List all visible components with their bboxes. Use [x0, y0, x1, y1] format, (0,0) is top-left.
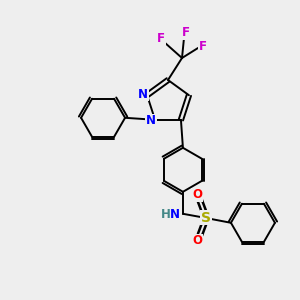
Text: F: F — [157, 32, 165, 44]
Text: O: O — [192, 234, 202, 247]
Text: F: F — [182, 26, 190, 40]
Text: N: N — [146, 114, 156, 127]
Text: N: N — [170, 208, 180, 221]
Text: F: F — [199, 40, 207, 53]
Text: S: S — [201, 211, 211, 225]
Text: N: N — [138, 88, 148, 101]
Text: O: O — [192, 188, 202, 201]
Text: H: H — [161, 208, 171, 221]
